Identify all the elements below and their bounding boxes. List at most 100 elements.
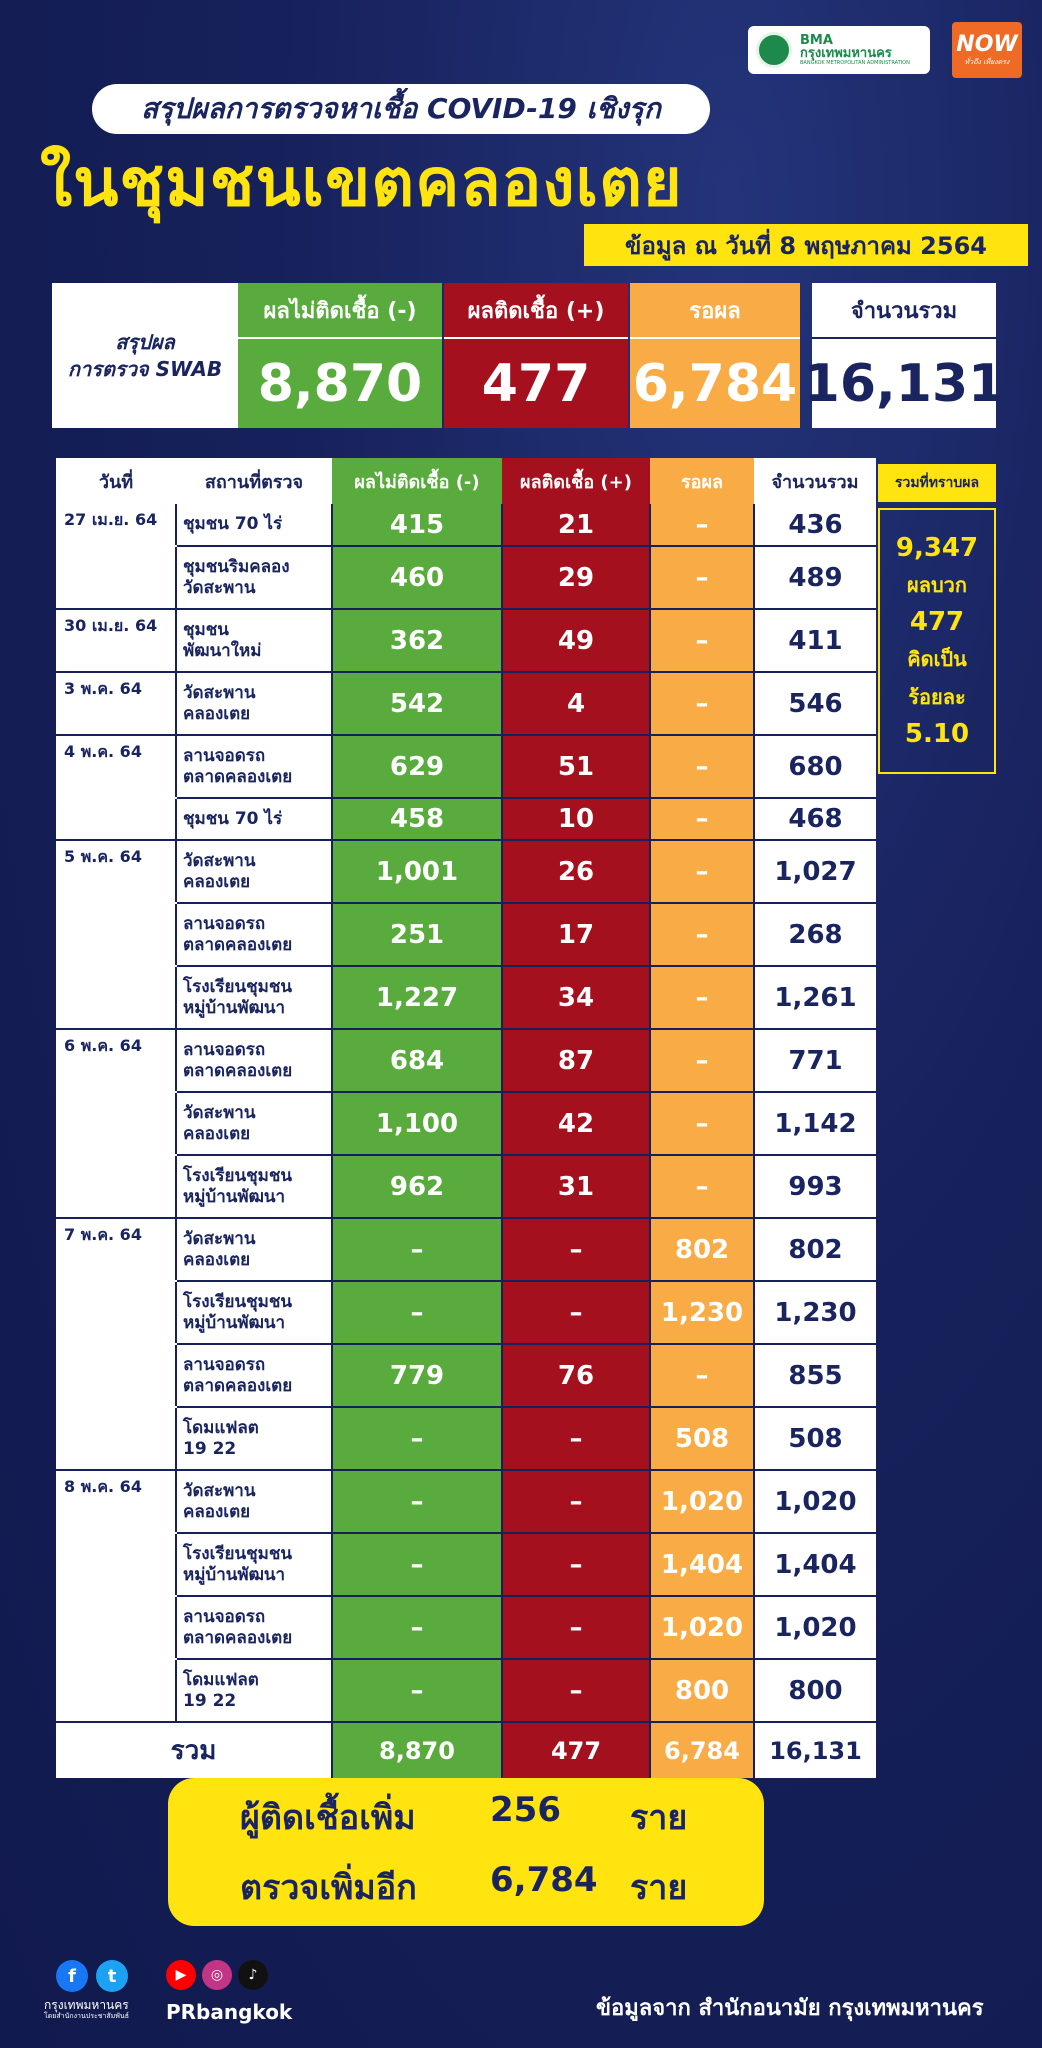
pending-cell: 800 <box>650 1659 755 1723</box>
negative-cell: – <box>332 1407 503 1471</box>
more-tests-line: ตรวจเพิ่มอีก 6,784 ราย <box>240 1860 764 1914</box>
tiktok-icon[interactable]: ♪ <box>238 1960 268 1990</box>
negative-cell: 1,227 <box>332 966 503 1030</box>
location-line1: วัดสะพาน <box>183 683 256 704</box>
table-row: 30 เม.ย. 64 ชุมชน พัฒนาใหม่ 362 49–411 <box>56 609 876 673</box>
percent-label-1: คิดเป็น <box>907 647 967 671</box>
positive-cell: – <box>502 1281 651 1345</box>
location-line1: ชุมชน 70 ไร่ <box>183 808 283 829</box>
location-line2: หมู่บ้านพัฒนา <box>183 1186 286 1207</box>
negative-cell: – <box>332 1596 503 1660</box>
location-cell: วัดสะพาน คลองเตย <box>176 840 333 904</box>
total-row-negative: 8,870 <box>332 1722 503 1778</box>
date-cell <box>56 1533 177 1597</box>
summary-total-value: 16,131 <box>804 337 1004 428</box>
negative-cell: 460 <box>332 546 503 610</box>
bma-logo-text: BMA <box>800 32 833 48</box>
location-line2: หมู่บ้านพัฒนา <box>183 997 286 1018</box>
total-cell: 855 <box>754 1344 876 1408</box>
positive-cell: 49 <box>502 609 651 673</box>
subtitle: สรุปผลการตรวจหาเชื้อ COVID-19 เชิงรุก <box>92 84 710 134</box>
pending-cell: – <box>650 1155 755 1219</box>
positive-cell: 29 <box>502 546 651 610</box>
date-cell: 8 พ.ค. 64 <box>56 1470 177 1534</box>
pending-cell: 1,020 <box>650 1596 755 1660</box>
total-cell: 546 <box>754 672 876 736</box>
org-sub: โดยสำนักงานประชาสัมพันธ์ <box>44 2012 129 2021</box>
date-cell: 30 เม.ย. 64 <box>56 609 177 673</box>
location-cell: วัดสะพาน คลองเตย <box>176 1470 333 1534</box>
pending-cell: 508 <box>650 1407 755 1471</box>
positive-cell: – <box>502 1596 651 1660</box>
location-cell: โดมแฟลต 19 22 <box>176 1407 333 1471</box>
date-cell <box>56 1596 177 1660</box>
location-line2: พัฒนาใหม่ <box>183 640 262 661</box>
table-header-row: วันที่ สถานที่ตรวจ ผลไม่ติดเชื้อ (-) ผลต… <box>56 458 876 504</box>
summary-negative: ผลไม่ติดเชื้อ (-) 8,870 <box>238 283 442 428</box>
negative-cell: 542 <box>332 672 503 736</box>
location-line1: โรงเรียนชุมชน <box>183 1292 292 1313</box>
bma-footer-text: กรุงเทพมหานคร โดยสำนักงานประชาสัมพันธ์ <box>44 1998 129 2021</box>
summary-pending-label: รอผล <box>630 283 800 337</box>
location-line1: วัดสะพาน <box>183 1103 256 1124</box>
bma-seal-icon <box>756 32 792 68</box>
bma-social-icons: f t <box>56 1960 128 1992</box>
location-cell: วัดสะพาน คลองเตย <box>176 1218 333 1282</box>
table-row: โดมแฟลต 19 22– –508 508 <box>56 1407 876 1471</box>
location-line1: ชุมชน 70 ไร่ <box>183 514 283 535</box>
data-date: ข้อมูล ณ วันที่ 8 พฤษภาคม 2564 <box>584 224 1028 266</box>
now-logo-sub: ทั่วถึง เที่ยงตรง <box>964 58 1010 66</box>
total-cell: 1,020 <box>754 1596 876 1660</box>
instagram-icon[interactable]: ◎ <box>202 1960 232 1990</box>
summary-pending-value: 6,784 <box>630 337 800 428</box>
summary-label: สรุปผล การตรวจ SWAB <box>52 283 238 428</box>
positive-label: ผลบวก <box>906 573 967 597</box>
date-cell <box>56 1155 177 1219</box>
date-cell: 27 เม.ย. 64 <box>56 504 177 547</box>
total-cell: 680 <box>754 735 876 799</box>
more-tests-unit: ราย <box>630 1868 688 1908</box>
table-row: 27 เม.ย. 64 ชุมชน 70 ไร่ 415 21–436 <box>56 504 876 547</box>
negative-cell: 362 <box>332 609 503 673</box>
highlight-box: ผู้ติดเชื้อเพิ่ม 256 ราย ตรวจเพิ่มอีก 6,… <box>168 1778 764 1926</box>
date-cell: 6 พ.ค. 64 <box>56 1029 177 1093</box>
total-cell: 993 <box>754 1155 876 1219</box>
header-negative: ผลไม่ติดเชื้อ (-) <box>332 458 502 504</box>
date-cell <box>56 798 177 841</box>
youtube-icon[interactable]: ▶ <box>166 1960 196 1990</box>
location-line1: ลานจอดรถ <box>183 746 266 767</box>
twitter-icon[interactable]: t <box>96 1960 128 1992</box>
negative-cell: 1,001 <box>332 840 503 904</box>
org-name: กรุงเทพมหานคร <box>44 1998 129 2012</box>
new-cases-line: ผู้ติดเชื้อเพิ่ม 256 ราย <box>240 1790 764 1844</box>
summary-pending: รอผล 6,784 <box>630 283 800 428</box>
negative-cell: – <box>332 1281 503 1345</box>
positive-value: 477 <box>909 607 965 637</box>
negative-cell: – <box>332 1470 503 1534</box>
total-cell: 1,404 <box>754 1533 876 1597</box>
header-date: วันที่ <box>56 458 176 504</box>
header-total: จำนวนรวม <box>754 458 876 504</box>
pending-cell: – <box>650 1029 755 1093</box>
percent-label-2: ร้อยละ <box>908 685 966 709</box>
total-cell: 771 <box>754 1029 876 1093</box>
location-cell: วัดสะพาน คลองเตย <box>176 672 333 736</box>
location-line1: วัดสะพาน <box>183 1229 256 1250</box>
date-cell <box>56 1659 177 1723</box>
total-row-pending: 6,784 <box>650 1722 755 1778</box>
facebook-icon[interactable]: f <box>56 1960 88 1992</box>
location-line1: ลานจอดรถ <box>183 1607 266 1628</box>
table-row: โรงเรียนชุมชน หมู่บ้านพัฒนา 1,227 34–1,261 <box>56 966 876 1030</box>
more-tests-value: 6,784 <box>490 1860 598 1900</box>
location-line1: โรงเรียนชุมชน <box>183 1166 292 1187</box>
bma-logo-thai: กรุงเทพมหานคร <box>800 46 892 62</box>
pending-cell: – <box>650 672 755 736</box>
location-cell: ลานจอดรถ ตลาดคลองเตย <box>176 903 333 967</box>
pending-cell: – <box>650 504 755 547</box>
location-line1: ลานจอดรถ <box>183 914 266 935</box>
total-row-total: 16,131 <box>754 1722 876 1778</box>
location-cell: โรงเรียนชุมชน หมู่บ้านพัฒนา <box>176 966 333 1030</box>
location-cell: ชุมชน พัฒนาใหม่ <box>176 609 333 673</box>
positive-cell: 21 <box>502 504 651 547</box>
positive-cell: – <box>502 1533 651 1597</box>
